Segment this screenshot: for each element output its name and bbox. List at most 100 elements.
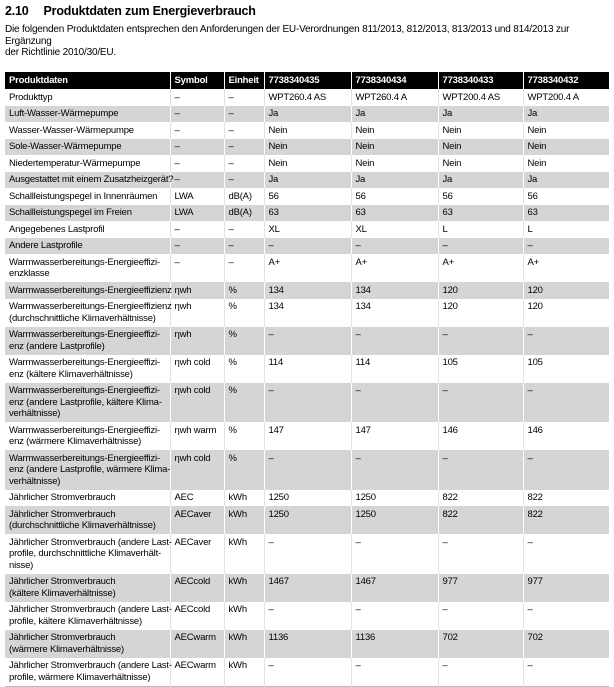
value-cell: – [263, 657, 351, 686]
unit-cell: % [223, 354, 264, 383]
unit-cell: – [223, 221, 264, 238]
row-label: Jährlicher Stromverbrauch (durchschnittl… [9, 508, 156, 532]
value-cell: 1250 [350, 489, 438, 506]
symbol-cell: – [169, 89, 224, 106]
unit-cell: % [223, 326, 264, 355]
symbol-cell: ηwh [169, 326, 224, 355]
value-cell: 1136 [263, 629, 351, 658]
row-label: Warmwasserbereitungs-Energieeffizi- enzk… [9, 256, 160, 280]
value-cell: 822 [437, 489, 523, 506]
table-row: Warmwasserbereitungs-Energieeffizi- enz … [5, 354, 609, 383]
row-label: Warmwasserbereitungs-Energieeffizi- enz … [9, 424, 160, 448]
value-cell: Ja [522, 171, 609, 188]
value-cell: – [437, 450, 523, 490]
unit-cell: kWh [223, 489, 264, 506]
unit-cell: – [223, 138, 264, 155]
value-cell: L [522, 221, 609, 238]
value-cell: Nein [263, 122, 351, 139]
value-cell: – [437, 326, 523, 355]
row-label: Warmwasserbereitungs-Energieeffizi- enz … [9, 357, 160, 380]
row-label: Warmwasserbereitungs-Energieeffizi- enz … [9, 452, 171, 487]
row-label: Angegebenes Lastprofil [9, 223, 105, 235]
unit-cell: kWh [223, 629, 264, 658]
value-cell: – [522, 601, 609, 630]
unit-cell: kWh [223, 657, 264, 686]
table-row: Andere Lastprofile – – – – – – [5, 237, 609, 254]
symbol-cell: AECwarm [169, 629, 224, 658]
page-title: Produktdaten zum Energieverbrauch [43, 4, 256, 18]
table-row: Warmwasserbereitungs-Energieeffizi- enz … [5, 326, 609, 355]
value-cell: 56 [263, 188, 351, 205]
value-cell: A+ [350, 254, 438, 282]
product-table-body: Produkttyp – – WPT260.4 AS WPT260.4 A WPT200.… [5, 89, 609, 686]
value-cell: Nein [522, 138, 609, 155]
symbol-cell: – [169, 155, 224, 172]
symbol-cell: ηwh cold [169, 354, 224, 383]
value-cell: 63 [263, 204, 351, 221]
row-label: Jährlicher Stromverbrauch (wärmere Klima… [9, 632, 124, 655]
symbol-cell: ηwh cold [169, 382, 224, 422]
value-cell: 120 [437, 282, 523, 299]
row-label: Jährlicher Stromverbrauch [9, 492, 116, 503]
value-cell: – [350, 237, 438, 254]
value-cell: 1250 [263, 489, 351, 506]
value-cell: – [263, 450, 351, 490]
value-cell: 1467 [350, 573, 438, 602]
row-label: Warmwasserbereitungs-Energieeffizi- enz … [9, 329, 160, 352]
value-cell: Ja [263, 105, 351, 122]
symbol-cell: ηwh [169, 298, 224, 327]
value-cell: 147 [350, 422, 438, 450]
value-cell: 63 [437, 204, 523, 221]
unit-cell: dB(A) [223, 188, 264, 205]
table-row: Warmwasserbereitungs-Energieeffizi- enz … [5, 450, 609, 490]
product-table-header-row: Produktdaten Symbol Einheit 7738340435 77383… [5, 71, 609, 89]
value-cell: XL [263, 221, 351, 238]
table-row: Schallleistungspegel in Innenräumen LWA dB… [5, 188, 609, 205]
symbol-cell: AECcold [169, 601, 224, 630]
row-label: Ausgestattet mit einem Zusatzheizgerät? [9, 174, 174, 185]
unit-cell: kWh [223, 506, 264, 534]
value-cell: – [522, 534, 609, 574]
value-cell: 120 [522, 282, 609, 299]
value-cell: 146 [437, 422, 523, 450]
table-row: Warmwasserbereitungs-Energieeffizienz (d… [5, 298, 609, 327]
value-cell: 63 [522, 204, 609, 221]
symbol-cell: – [169, 105, 224, 122]
symbol-cell: AEC [169, 489, 224, 506]
value-cell: Nein [350, 138, 438, 155]
value-cell: – [522, 326, 609, 355]
unit-cell: – [223, 122, 264, 139]
row-label: Sole-Wasser-Wärmepumpe [9, 141, 122, 152]
value-cell: 977 [437, 573, 523, 602]
symbol-cell: LWA [169, 188, 224, 205]
value-cell: 56 [522, 188, 609, 205]
value-cell: – [350, 657, 438, 686]
value-cell: 134 [263, 282, 351, 299]
row-label: Jährlicher Stromverbrauch (andere Last- … [9, 660, 172, 683]
row-label: Schallleistungspegel im Freien [9, 207, 132, 218]
symbol-cell: AECaver [169, 506, 224, 534]
table-row: Produkttyp – – WPT260.4 AS WPT260.4 A WPT200.… [5, 89, 609, 106]
value-cell: 56 [437, 188, 523, 205]
section-heading: 2.10 Produktdaten zum Energieverbrauch [5, 4, 609, 18]
table-row: Jährlicher Stromverbrauch (durchschnittl… [5, 506, 609, 534]
value-cell: 120 [522, 298, 609, 327]
value-cell: Ja [263, 171, 351, 188]
value-cell: 822 [522, 489, 609, 506]
symbol-cell: – [169, 254, 224, 282]
row-label: Jährlicher Stromverbrauch (kältere Klima… [9, 576, 116, 599]
table-row: Ausgestattet mit einem Zusatzheizgerät? –… [5, 171, 609, 188]
unit-cell: % [223, 422, 264, 450]
table-row: Niedertemperatur-Wärmepumpe – – Nein Nein Nei… [5, 155, 609, 172]
value-cell: 702 [522, 629, 609, 658]
value-cell: – [437, 601, 523, 630]
value-cell: – [350, 534, 438, 574]
value-cell: – [437, 534, 523, 574]
symbol-cell: – [169, 221, 224, 238]
value-cell: 134 [350, 282, 438, 299]
column-header: 7738340433 [437, 71, 523, 89]
row-label: Warmwasserbereitungs-Energieeffizi- enz … [9, 385, 162, 419]
unit-cell: – [223, 254, 264, 282]
section-number: 2.10 [5, 4, 29, 18]
value-cell: 1250 [263, 506, 351, 534]
